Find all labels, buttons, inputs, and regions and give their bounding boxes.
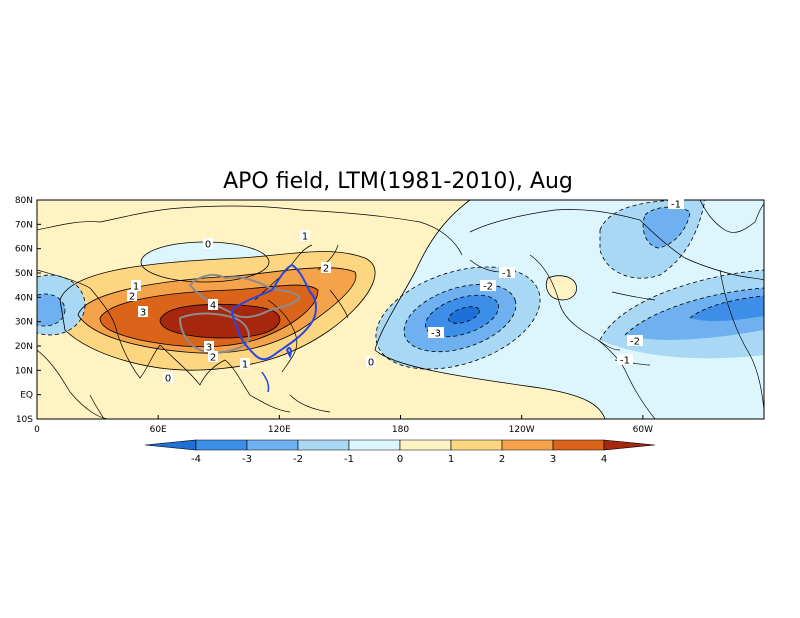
contour-label: 3 (206, 343, 212, 354)
contour-label: 1 (242, 360, 248, 371)
contour-label: 2 (323, 264, 329, 275)
map-panel (37, 200, 764, 419)
contour-label: 2 (129, 292, 135, 303)
colorbar: -4 -3 -2 -1 0 1 2 3 4 (144, 439, 656, 465)
lat-tick-label: 40N (15, 293, 33, 303)
colorbar-segment (195, 439, 248, 451)
colorbar-segment (246, 439, 299, 451)
chart-title: APO field, LTM(1981-2010), Aug (223, 169, 573, 194)
contour-label: -3 (431, 329, 441, 340)
lat-tick-label: 20N (15, 342, 33, 352)
longitude-axis: 0 60E 120E 180 120W 60W (34, 415, 653, 435)
contour-label-bg (208, 351, 218, 362)
colorbar-tick-label: 2 (499, 454, 505, 465)
contour-label: 1 (302, 232, 308, 243)
contour-label-bg (627, 335, 643, 346)
contour-label-bg (321, 262, 331, 273)
lat-tick-label: 60N (15, 245, 33, 255)
taiwan-outline (285, 346, 292, 359)
colorbar-tick-label: -1 (344, 454, 354, 465)
positive-4-plus-region (160, 304, 280, 338)
lon-tick-label: 0 (34, 425, 40, 435)
lon-tick-label: 60E (150, 425, 167, 435)
contour-label: 2 (210, 353, 216, 364)
contour-label-bg (240, 358, 250, 369)
colorbar-tick-label: 4 (601, 454, 607, 465)
contour-label-bg (480, 280, 496, 291)
lon-tick-label: 180 (392, 425, 409, 435)
lat-tick-label: 10S (16, 415, 33, 425)
colorbar-tick-label: 0 (397, 454, 403, 465)
colorbar-segment (348, 439, 401, 451)
lon-tick-label: 120W (509, 425, 535, 435)
contour-label: 0 (205, 240, 211, 251)
contour-label: -2 (483, 282, 493, 293)
colorbar-segment (552, 439, 605, 451)
contour-label-bg (204, 341, 214, 352)
lat-tick-label: EQ (20, 391, 33, 401)
contour-label-bg (127, 290, 137, 301)
lat-tick-label: 80N (15, 196, 33, 206)
negative-contour-lines (37, 200, 764, 370)
colorbar-tick-label: 3 (550, 454, 556, 465)
contour-label: 1 (133, 282, 139, 293)
colorbar-segment (450, 439, 503, 451)
south-china-sea-outline (261, 371, 270, 393)
negative-2-3-mediterranean (37, 294, 65, 326)
colorbar-tick-label: 1 (448, 454, 454, 465)
contour-label: -1 (671, 200, 681, 211)
colorbar-tick-label: -3 (242, 454, 252, 465)
contour-label: 3 (140, 308, 146, 319)
lon-tick-label: 60W (633, 425, 653, 435)
colorbar-segment (501, 439, 554, 451)
contour-label-bg (428, 327, 444, 338)
contour-label-bg (138, 306, 148, 317)
colorbar-segment (144, 439, 197, 451)
latitude-axis: 80N 70N 60N 50N 40N 30N 20N 10N EQ 10S (15, 196, 41, 425)
contour-label: 0 (165, 374, 171, 385)
contour-lines (59, 200, 606, 419)
negative-2-3-greenland (643, 207, 690, 248)
contour-label-bg (617, 354, 633, 365)
contour-label-bg (131, 280, 141, 291)
colorbar-tick-label: -4 (191, 454, 201, 465)
positive-patch-atlantic (546, 275, 577, 300)
lat-tick-label: 50N (15, 269, 33, 279)
contour-label: 0 (368, 358, 374, 369)
contour-label-bg (163, 372, 173, 383)
negative-3-4-atlantic (690, 296, 764, 322)
contour-label-bg (300, 230, 310, 241)
contour-label-bg (499, 267, 515, 278)
china-border (230, 263, 317, 361)
lat-tick-label: 10N (15, 366, 33, 376)
contour-label: -1 (620, 356, 630, 367)
contour-label-bg (203, 238, 213, 249)
contour-label-bg (208, 299, 218, 310)
negative-2-3-atlantic (625, 288, 764, 340)
coastlines (37, 200, 764, 419)
colorbar-segment (603, 439, 656, 451)
contour-label-bg (668, 198, 684, 209)
contour-label-bg (366, 356, 376, 367)
lat-tick-label: 30N (15, 318, 33, 328)
colorbar-segment (399, 439, 452, 451)
colorbar-tick-label: -2 (293, 454, 303, 465)
contour-label: -1 (502, 269, 512, 280)
colorbar-segment (297, 439, 350, 451)
mongolia-border (188, 273, 302, 318)
lon-tick-label: 120E (268, 425, 291, 435)
contour-label: 4 (210, 301, 216, 312)
contour-label: -2 (630, 337, 640, 348)
lat-tick-label: 70N (15, 220, 33, 230)
